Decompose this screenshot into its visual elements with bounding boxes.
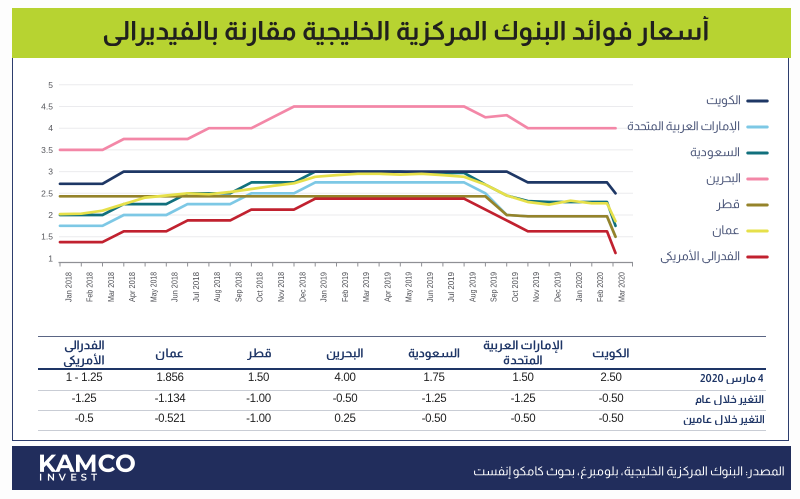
svg-text:4.5: 4.5 bbox=[41, 102, 53, 112]
svg-text:Jan 2020: Jan 2020 bbox=[575, 271, 584, 302]
svg-text:Jun 2018: Jun 2018 bbox=[171, 272, 180, 302]
svg-text:Mar 2020: Mar 2020 bbox=[617, 271, 626, 302]
svg-text:Feb 2019: Feb 2019 bbox=[341, 272, 350, 302]
svg-text:Apr 2018: Apr 2018 bbox=[128, 272, 137, 302]
svg-text:Oct 2019: Oct 2019 bbox=[511, 272, 520, 302]
svg-text:Nov 2019: Nov 2019 bbox=[532, 272, 541, 302]
svg-text:Jul 2018: Jul 2018 bbox=[192, 272, 201, 302]
svg-text:2: 2 bbox=[48, 210, 53, 220]
svg-text:Jan 2019: Jan 2019 bbox=[320, 272, 329, 302]
svg-text:Mar 2019: Mar 2019 bbox=[362, 272, 371, 302]
svg-text:5: 5 bbox=[48, 80, 53, 90]
svg-text:Dec 2019: Dec 2019 bbox=[554, 272, 563, 302]
svg-text:Dec 2018: Dec 2018 bbox=[298, 272, 307, 302]
svg-text:May 2018: May 2018 bbox=[149, 272, 158, 302]
svg-text:Apr 2019: Apr 2019 bbox=[383, 272, 392, 302]
svg-text:Jan 2018: Jan 2018 bbox=[64, 272, 73, 302]
svg-text:Sep 2018: Sep 2018 bbox=[235, 272, 244, 302]
svg-text:2.5: 2.5 bbox=[41, 188, 53, 198]
svg-text:3.5: 3.5 bbox=[41, 145, 53, 155]
svg-text:Aug 2018: Aug 2018 bbox=[213, 272, 222, 302]
svg-text:4: 4 bbox=[48, 123, 53, 133]
svg-text:Jul 2019: Jul 2019 bbox=[447, 272, 456, 302]
svg-text:1: 1 bbox=[48, 253, 53, 263]
svg-text:Oct 2018: Oct 2018 bbox=[256, 272, 265, 302]
svg-text:3: 3 bbox=[48, 167, 53, 177]
svg-text:May 2019: May 2019 bbox=[405, 272, 414, 302]
svg-text:Aug 2019: Aug 2019 bbox=[468, 272, 477, 302]
svg-text:Feb 2018: Feb 2018 bbox=[86, 272, 95, 302]
svg-text:Feb 2020: Feb 2020 bbox=[596, 271, 605, 302]
svg-text:Mar 2018: Mar 2018 bbox=[107, 272, 116, 302]
svg-text:Sep 2019: Sep 2019 bbox=[490, 272, 499, 302]
svg-text:1.5: 1.5 bbox=[41, 232, 53, 242]
svg-text:Nov 2018: Nov 2018 bbox=[277, 272, 286, 302]
svg-text:Jun 2019: Jun 2019 bbox=[426, 272, 435, 302]
